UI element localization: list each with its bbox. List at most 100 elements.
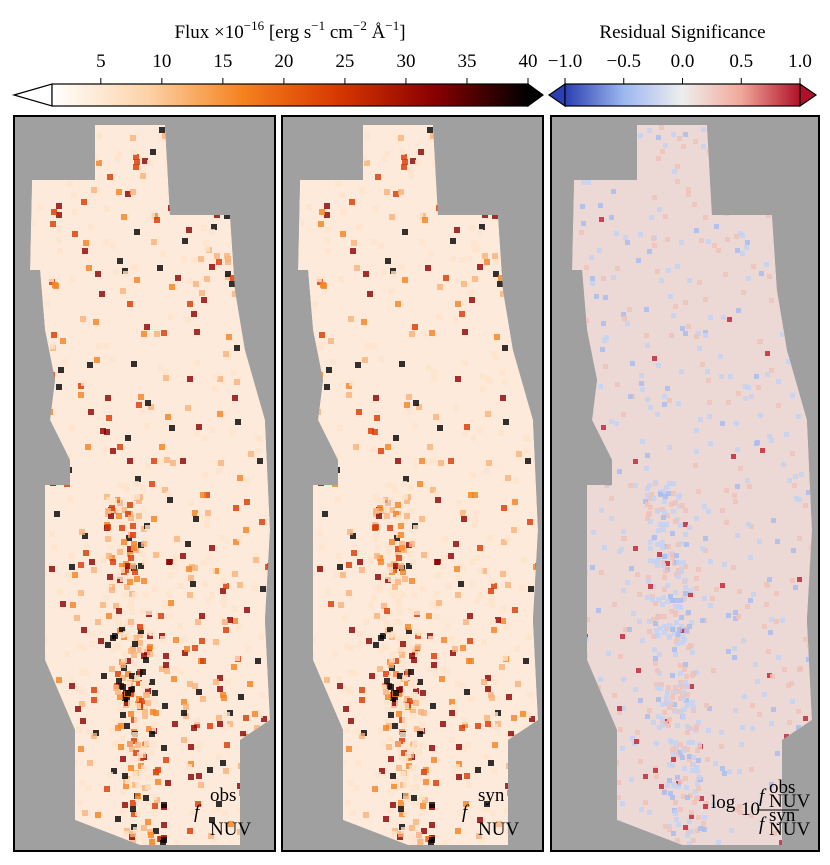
pixel — [681, 748, 686, 753]
pixel — [620, 634, 625, 639]
pixel — [500, 618, 506, 624]
pixel — [193, 746, 199, 752]
pixel — [651, 236, 656, 241]
pixel — [395, 546, 401, 552]
pixel — [481, 568, 487, 574]
pixel — [749, 394, 754, 399]
pixel — [319, 544, 325, 550]
pixel — [673, 689, 678, 694]
pixel — [228, 821, 234, 827]
pixel — [671, 132, 676, 137]
pixel — [668, 294, 673, 299]
pixel — [398, 831, 404, 837]
pixel — [225, 259, 231, 265]
pixel — [697, 280, 702, 285]
colorbar-min-extend — [547, 82, 566, 108]
pixel — [599, 508, 604, 513]
pixel — [679, 569, 684, 574]
pixel — [110, 647, 116, 653]
pixel — [793, 474, 798, 479]
pixel — [389, 214, 395, 220]
pixel — [117, 258, 123, 264]
pixel — [459, 257, 465, 263]
pixel — [757, 800, 762, 805]
pixel — [403, 476, 409, 482]
pixel — [590, 276, 595, 281]
pixel — [740, 725, 745, 730]
pixel — [174, 840, 180, 845]
pixel — [81, 380, 87, 386]
pixel — [354, 729, 360, 735]
pixel — [137, 647, 143, 653]
pixel — [139, 409, 145, 415]
pixel — [755, 679, 760, 684]
pixel — [596, 608, 601, 613]
pixel — [49, 566, 55, 572]
pixel — [165, 780, 171, 786]
pixel — [401, 723, 407, 729]
pixel — [123, 631, 129, 637]
pixel — [454, 764, 460, 770]
pixel — [652, 195, 657, 200]
pixel — [430, 487, 436, 493]
pixel — [659, 278, 664, 283]
pixel — [516, 451, 522, 457]
pixel — [145, 463, 151, 469]
pixel — [188, 500, 194, 506]
pixel — [344, 686, 350, 692]
pixel — [395, 579, 401, 585]
pixel — [120, 756, 126, 762]
pixel — [675, 723, 680, 728]
pixel — [480, 374, 486, 380]
pixel — [143, 592, 149, 598]
pixel — [746, 385, 751, 390]
pixel — [336, 553, 342, 559]
pixel — [643, 800, 648, 805]
pixel — [231, 370, 237, 376]
pixel — [248, 451, 254, 457]
pixel — [628, 483, 633, 488]
pixel — [744, 245, 749, 250]
pixel — [472, 276, 478, 282]
pixel — [401, 154, 407, 160]
pixel — [779, 784, 784, 789]
superscript: −2 — [353, 18, 367, 33]
pixel — [651, 634, 656, 639]
pixel — [431, 369, 437, 375]
pixel — [113, 685, 119, 691]
pixel — [235, 419, 241, 425]
pixel — [694, 586, 699, 591]
pixel — [645, 595, 650, 600]
pixel — [396, 598, 402, 604]
pixel — [407, 794, 413, 800]
pixel — [683, 680, 688, 685]
pixel — [408, 608, 414, 614]
pixel — [237, 829, 243, 835]
pixel — [135, 703, 141, 709]
pixel — [479, 837, 485, 843]
pixel — [130, 189, 136, 195]
pixel — [388, 288, 394, 294]
pixel — [693, 463, 698, 468]
pixel — [408, 681, 414, 687]
pixel — [598, 384, 603, 389]
pixel — [718, 354, 723, 359]
pixel — [654, 628, 659, 633]
pixel — [639, 381, 644, 386]
pixel — [133, 154, 139, 160]
pixel — [705, 369, 710, 374]
pixel — [133, 750, 139, 756]
pixel — [683, 776, 688, 781]
pixel — [665, 386, 670, 391]
pixel — [456, 744, 462, 750]
pixel — [310, 637, 316, 643]
pixel — [782, 667, 787, 672]
pixel — [243, 715, 249, 721]
pixel — [366, 638, 372, 644]
superscript: −16 — [244, 18, 265, 33]
pixel — [662, 587, 667, 592]
pixel — [732, 646, 737, 651]
pixel — [679, 369, 684, 374]
pixel — [683, 578, 688, 583]
pixel — [665, 599, 670, 604]
